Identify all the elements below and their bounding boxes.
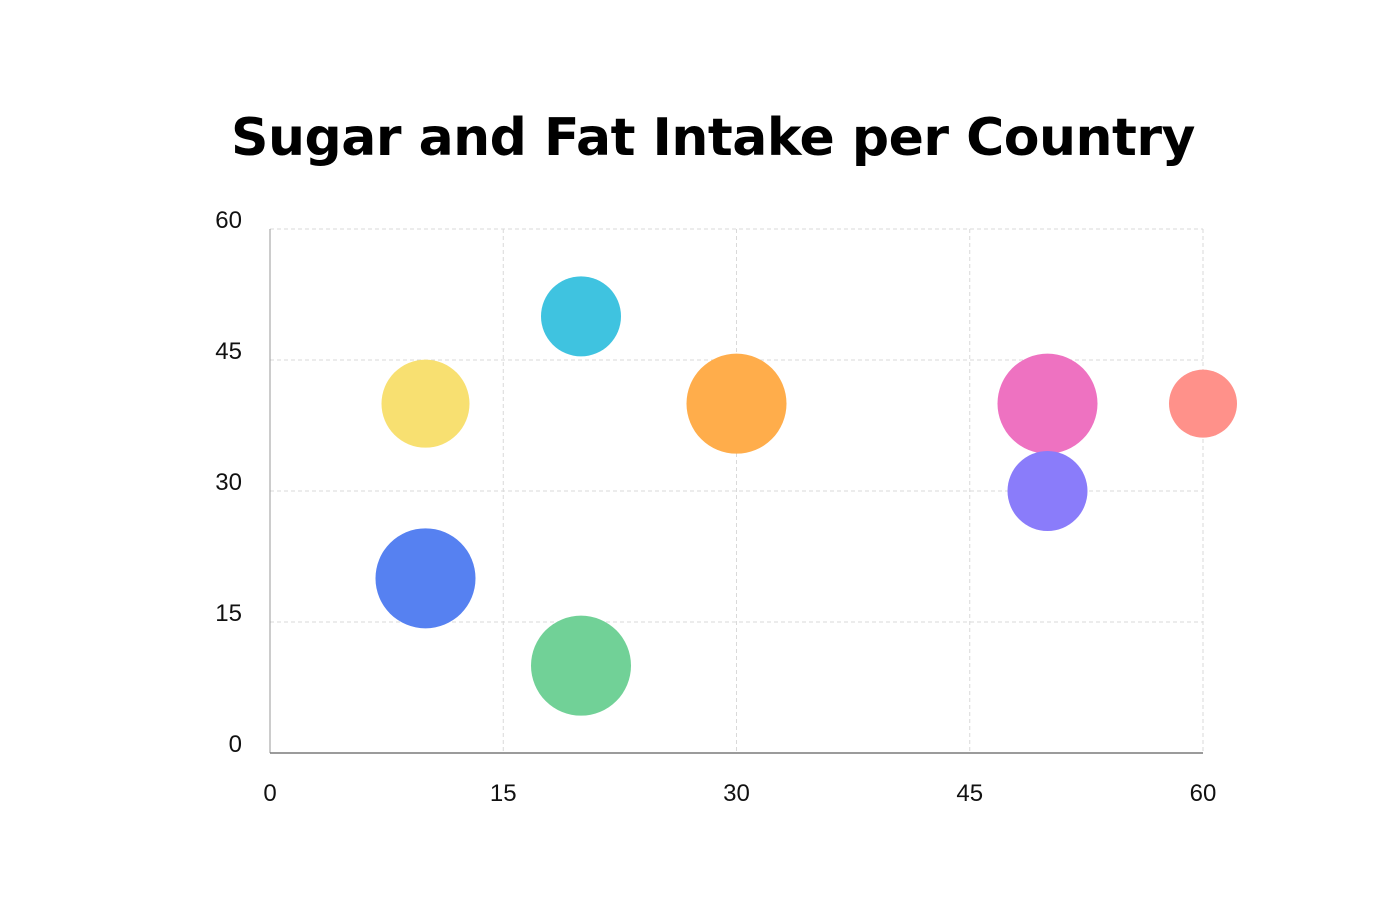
data-point-bubble xyxy=(1169,369,1237,438)
data-point-bubble xyxy=(375,528,476,629)
data-point-bubble xyxy=(1007,451,1088,531)
data-point-bubble xyxy=(997,353,1098,454)
y-tick-label: 0 xyxy=(229,731,242,758)
chart-title: Sugar and Fat Intake per Country xyxy=(231,108,1195,168)
data-points xyxy=(375,276,1237,716)
x-tick-label: 45 xyxy=(956,780,983,807)
data-point-bubble xyxy=(381,359,470,448)
axes xyxy=(269,229,1203,754)
x-tick-label: 0 xyxy=(263,780,276,807)
x-tick-label: 15 xyxy=(490,780,517,807)
y-tick-label: 60 xyxy=(215,207,242,234)
tick-labels: 0 15 30 45 60 0 15 30 45 60 xyxy=(215,207,1216,807)
y-tick-label: 15 xyxy=(215,600,242,627)
x-tick-label: 60 xyxy=(1190,780,1217,807)
data-point-bubble xyxy=(541,276,621,357)
data-point-bubble xyxy=(531,615,631,716)
y-tick-label: 30 xyxy=(215,469,242,496)
data-point-bubble xyxy=(686,353,787,454)
x-tick-label: 30 xyxy=(723,780,750,807)
y-tick-label: 45 xyxy=(215,338,242,365)
